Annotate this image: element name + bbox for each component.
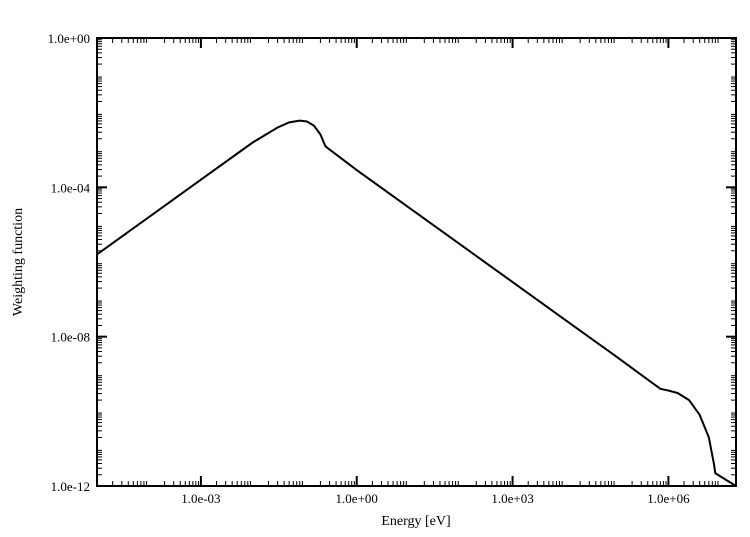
x-tick-label: 1.0e+06 xyxy=(647,491,690,506)
plot-frame xyxy=(96,37,737,487)
y-axis-label: Weighting function xyxy=(11,208,26,316)
y-tick-label: 1.0e-04 xyxy=(51,180,91,195)
x-axis-label: Energy [eV] xyxy=(381,514,450,529)
y-tick-label: 1.0e-08 xyxy=(51,330,90,345)
y-tick-label: 1.0e-12 xyxy=(51,479,90,494)
x-tick-label: 1.0e-03 xyxy=(181,491,220,506)
x-tick-label: 1.0e+03 xyxy=(491,491,533,506)
tick-labels: 1.0e-03 1.0e+00 1.0e+03 1.0e+06 1.0e+00 1.0e-… xyxy=(48,31,690,506)
major-ticks xyxy=(97,37,736,487)
x-tick-label: 1.0e+00 xyxy=(336,491,378,506)
series-line xyxy=(96,119,737,487)
y-tick-label: 1.0e+00 xyxy=(48,31,90,46)
minor-ticks xyxy=(97,38,736,486)
